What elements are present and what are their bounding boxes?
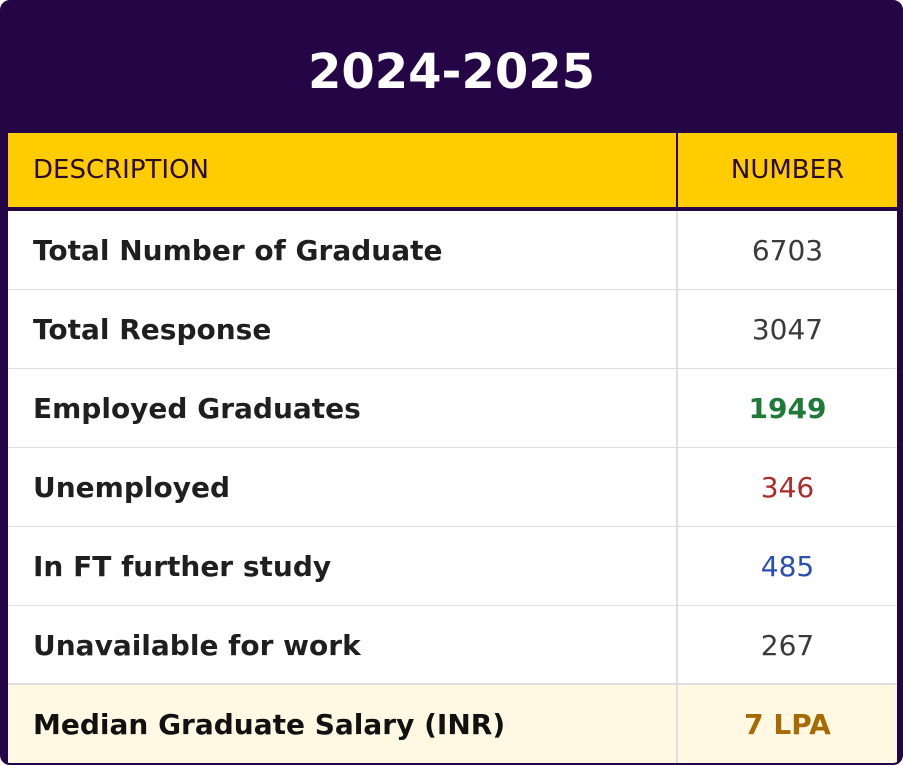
row-number-further-study: 485 xyxy=(676,527,897,605)
row-number-unemployed: 346 xyxy=(676,448,897,526)
table-row: Unavailable for work 267 xyxy=(8,606,897,685)
row-description: Total Response xyxy=(33,312,272,346)
page-title: 2024-2025 xyxy=(307,43,596,100)
row-number: 3047 xyxy=(676,290,897,368)
summary-number: 7 LPA xyxy=(676,685,897,763)
header-description: DESCRIPTION xyxy=(33,155,209,185)
row-description: Unavailable for work xyxy=(33,628,361,662)
table-row: Total Response 3047 xyxy=(8,290,897,369)
stats-table: DESCRIPTION NUMBER Total Number of Gradu… xyxy=(8,133,897,763)
row-number: 267 xyxy=(676,606,897,684)
summary-description: Median Graduate Salary (INR) xyxy=(33,707,506,741)
row-description: In FT further study xyxy=(33,549,332,583)
header-number: NUMBER xyxy=(676,133,897,207)
table-header-row: DESCRIPTION NUMBER xyxy=(8,133,897,211)
row-description: Employed Graduates xyxy=(33,391,361,425)
table-row: Unemployed 346 xyxy=(8,448,897,527)
title-bar: 2024-2025 xyxy=(2,2,901,133)
table-row: Employed Graduates 1949 xyxy=(8,369,897,448)
row-description: Total Number of Graduate xyxy=(33,233,443,267)
table-row: In FT further study 485 xyxy=(8,527,897,606)
row-number: 6703 xyxy=(676,211,897,289)
summary-row: Median Graduate Salary (INR) 7 LPA xyxy=(8,683,897,763)
row-description: Unemployed xyxy=(33,470,230,504)
row-number-employed: 1949 xyxy=(676,369,897,447)
table-row: Total Number of Graduate 6703 xyxy=(8,211,897,290)
